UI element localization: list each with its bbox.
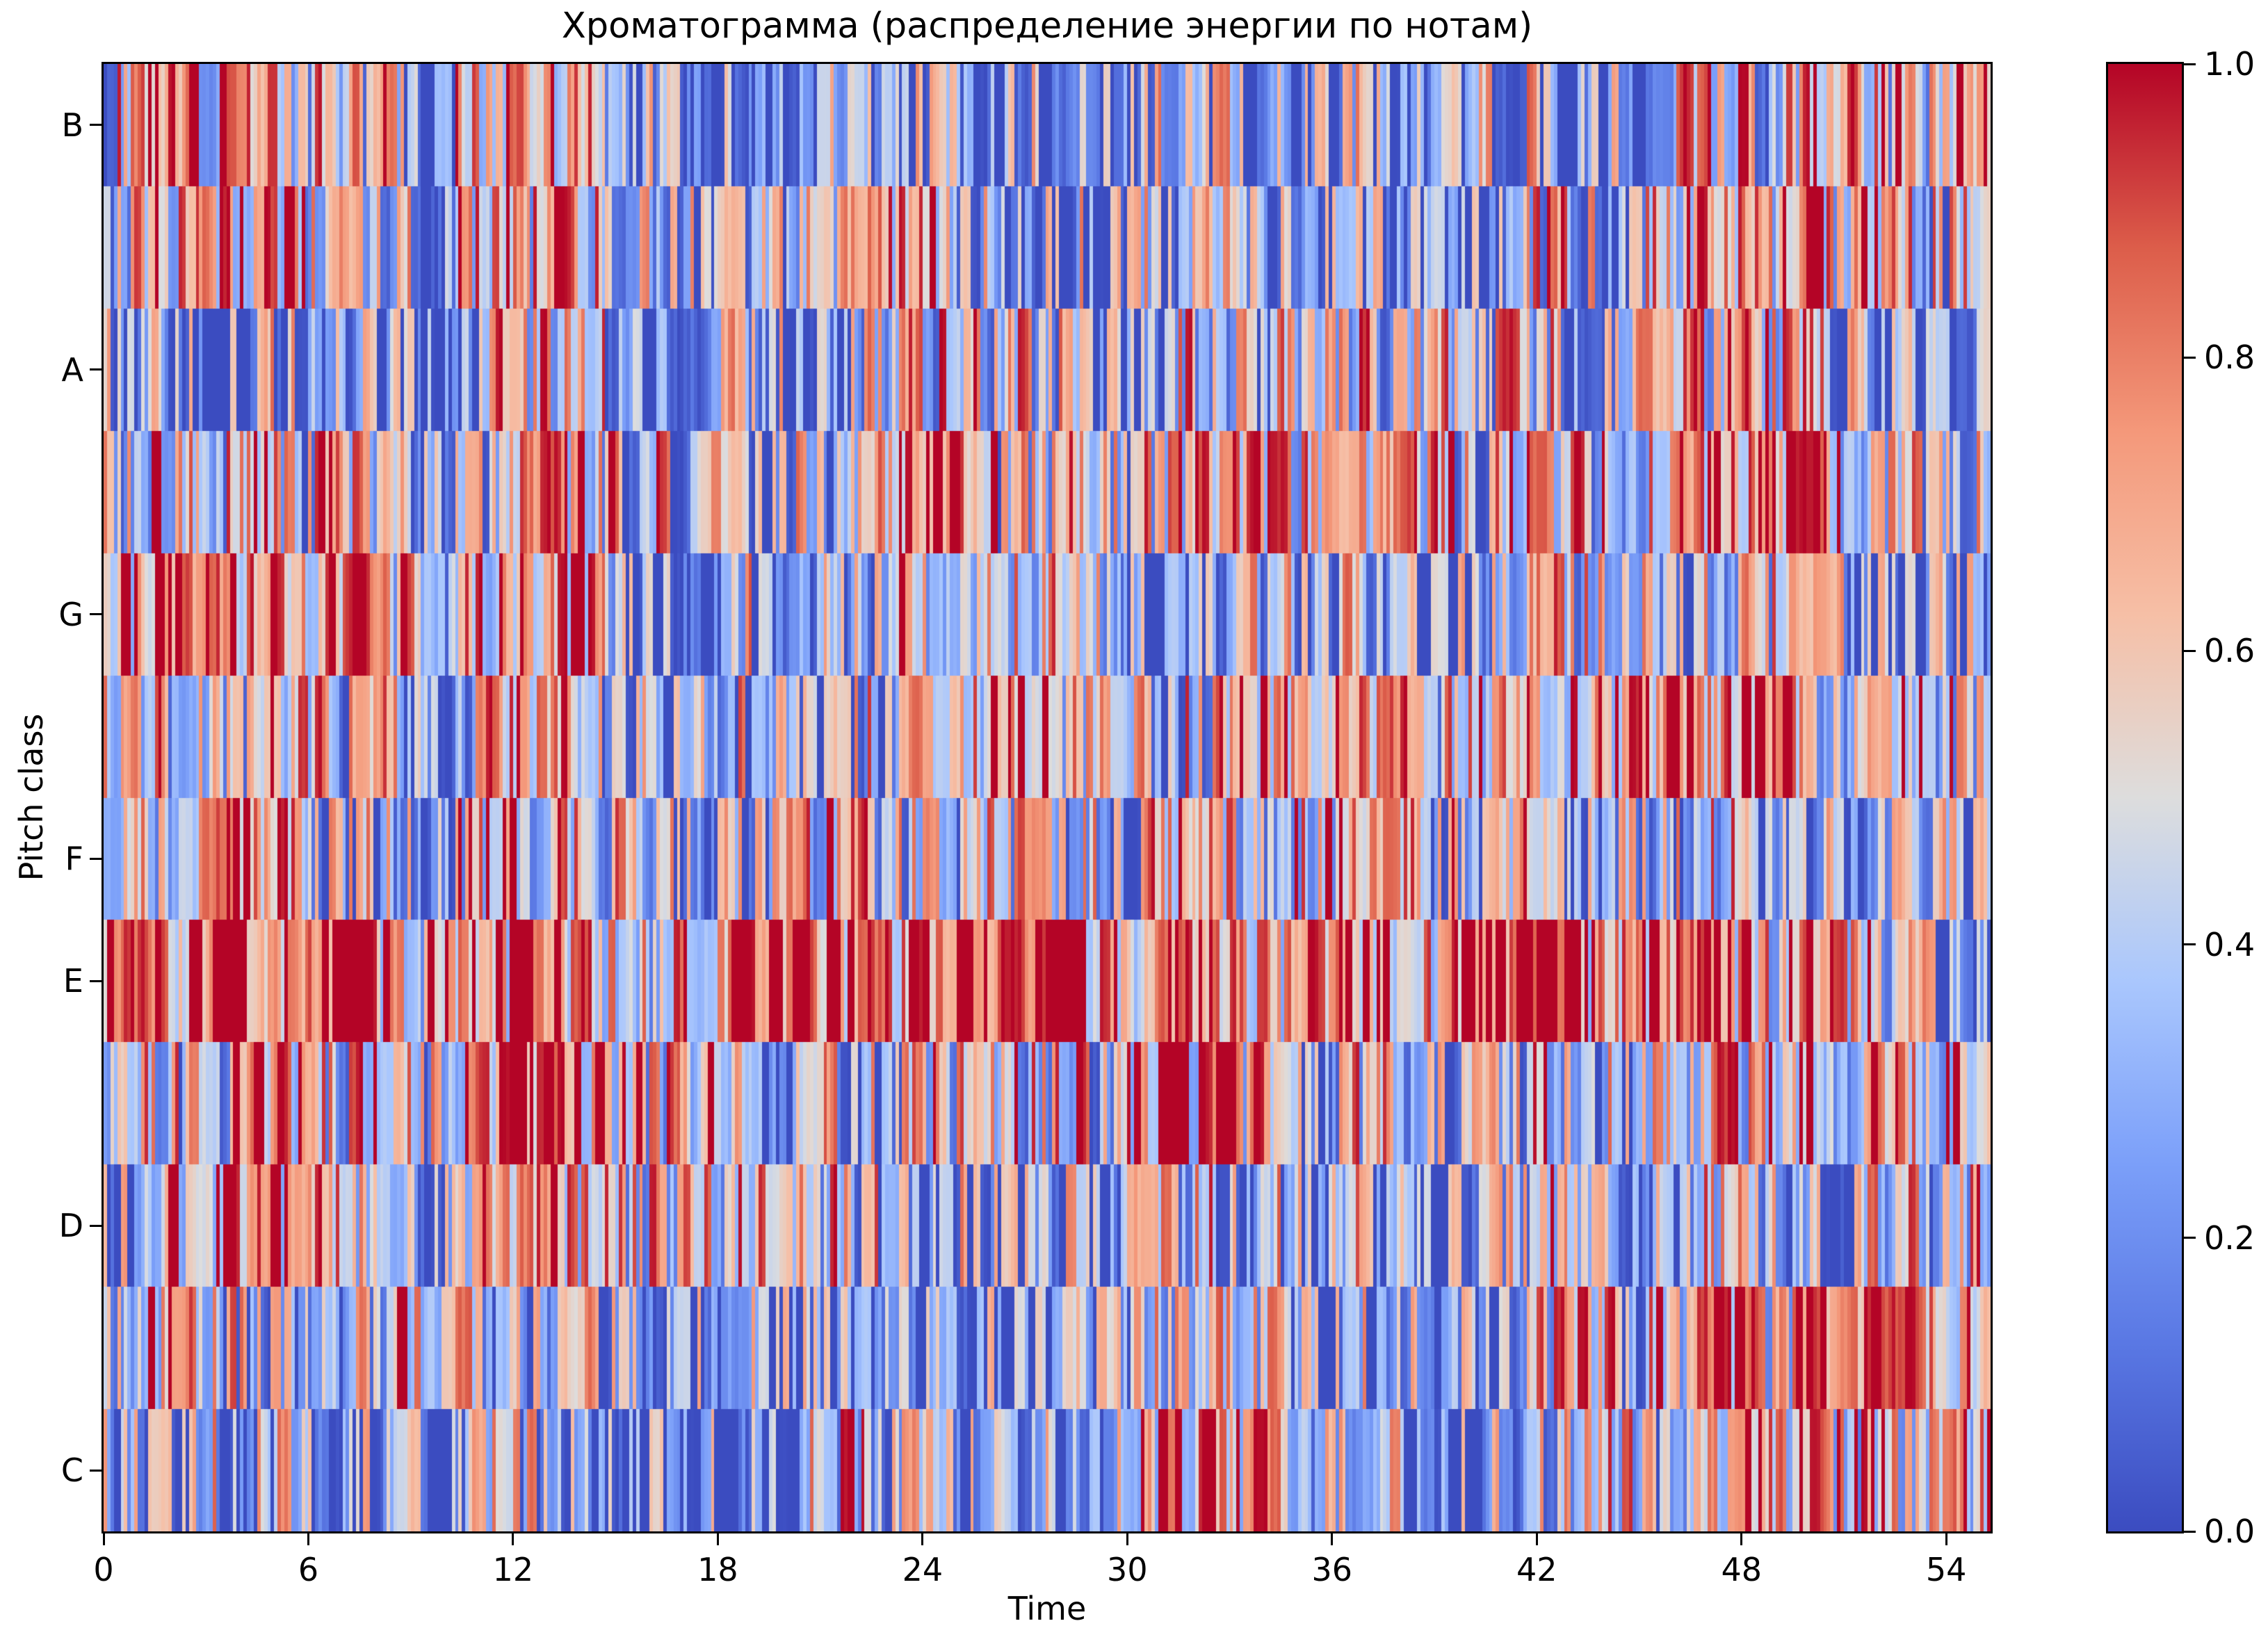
y-tick-label: F [65,840,83,878]
y-tick-label: A [61,350,83,389]
y-tick-label: G [58,595,83,633]
x-tick-mark [921,1533,924,1545]
y-tick-label: C [60,1451,83,1490]
colorbar-tick-mark [2184,1530,2196,1533]
heatmap-plot [102,62,1993,1533]
colorbar-tick-mark [2184,943,2196,946]
y-tick-label: B [61,106,83,144]
colorbar-tick-label: 0.2 [2204,1219,2255,1257]
x-tick-mark [307,1533,309,1545]
x-tick-label: 6 [298,1551,319,1588]
x-tick-label: 42 [1516,1551,1557,1588]
x-tick-label: 24 [902,1551,943,1588]
x-tick-mark [1535,1533,1538,1545]
x-tick-label: 12 [492,1551,534,1588]
x-tick-label: 36 [1311,1551,1353,1588]
chart-title: Хроматограмма (распределение энергии по … [561,6,1533,47]
colorbar-tick-mark [2184,356,2196,359]
x-tick-mark [512,1533,515,1545]
x-tick-label: 30 [1107,1551,1148,1588]
x-tick-mark [102,1533,105,1545]
y-tick-mark [90,1469,102,1472]
x-tick-mark [1331,1533,1334,1545]
x-axis-label: Time [1007,1590,1087,1627]
colorbar [2106,62,2184,1533]
x-tick-mark [716,1533,719,1545]
x-tick-mark [1126,1533,1128,1545]
colorbar-tick-mark [2184,63,2196,65]
y-tick-mark [90,368,102,371]
colorbar-tick-label: 0.6 [2204,632,2255,670]
y-tick-label: D [58,1207,83,1245]
colorbar-tick-label: 0.4 [2204,925,2255,963]
colorbar-tick-label: 0.8 [2204,339,2255,377]
y-tick-mark [90,613,102,616]
heatmap-canvas [104,64,1991,1531]
colorbar-tick-label: 1.0 [2204,45,2255,83]
x-tick-mark [1945,1533,1947,1545]
x-tick-label: 48 [1721,1551,1762,1588]
colorbar-tick-mark [2184,649,2196,652]
y-tick-mark [90,1224,102,1227]
y-tick-mark [90,979,102,982]
y-tick-label: E [63,962,83,1000]
x-tick-label: 0 [93,1551,114,1588]
colorbar-tick-label: 0.0 [2204,1513,2255,1550]
y-tick-mark [90,124,102,127]
x-tick-mark [1740,1533,1743,1545]
x-tick-label: 18 [697,1551,738,1588]
y-tick-mark [90,857,102,860]
x-tick-label: 54 [1925,1551,1967,1588]
colorbar-tick-mark [2184,1237,2196,1239]
